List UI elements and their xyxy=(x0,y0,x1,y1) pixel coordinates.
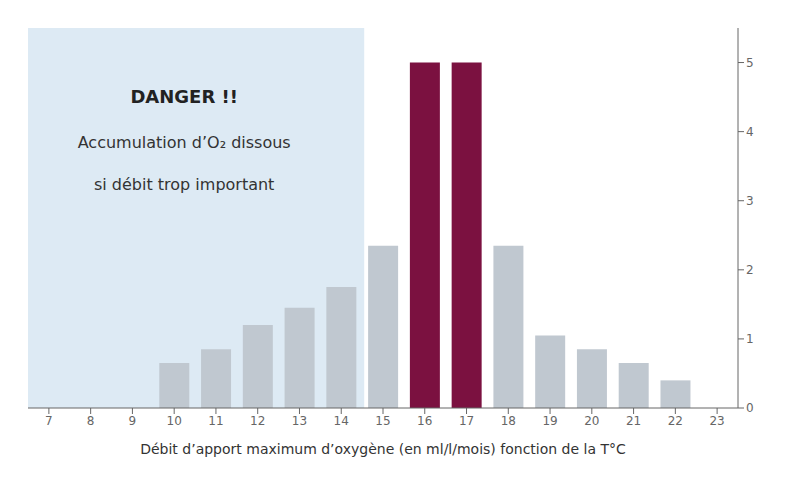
svg-text:22: 22 xyxy=(668,414,683,428)
svg-text:19: 19 xyxy=(542,414,557,428)
svg-text:9: 9 xyxy=(129,414,137,428)
svg-text:0: 0 xyxy=(746,401,754,415)
svg-text:10: 10 xyxy=(167,414,182,428)
svg-text:5: 5 xyxy=(746,56,754,70)
svg-text:20: 20 xyxy=(584,414,599,428)
svg-text:2: 2 xyxy=(746,263,754,277)
svg-text:17: 17 xyxy=(459,414,474,428)
svg-text:23: 23 xyxy=(709,414,724,428)
svg-text:1: 1 xyxy=(746,332,754,346)
svg-text:15: 15 xyxy=(375,414,390,428)
svg-text:21: 21 xyxy=(626,414,641,428)
svg-text:Débit d’apport maximum d’oxygè: Débit d’apport maximum d’oxygène (en ml/… xyxy=(140,441,626,457)
svg-text:8: 8 xyxy=(87,414,95,428)
svg-text:7: 7 xyxy=(45,414,53,428)
svg-text:14: 14 xyxy=(334,414,349,428)
svg-text:3: 3 xyxy=(746,194,754,208)
svg-text:13: 13 xyxy=(292,414,307,428)
svg-text:11: 11 xyxy=(208,414,223,428)
svg-text:16: 16 xyxy=(417,414,432,428)
svg-text:18: 18 xyxy=(501,414,516,428)
html-text:DANGER !!: DANGER !! xyxy=(130,85,238,107)
html-text:si débit trop important: si débit trop important xyxy=(94,174,275,194)
svg-text:4: 4 xyxy=(746,125,754,139)
svg-text:12: 12 xyxy=(250,414,265,428)
html-text:Accumulation d’O₂ dissous: Accumulation d’O₂ dissous xyxy=(77,132,291,152)
